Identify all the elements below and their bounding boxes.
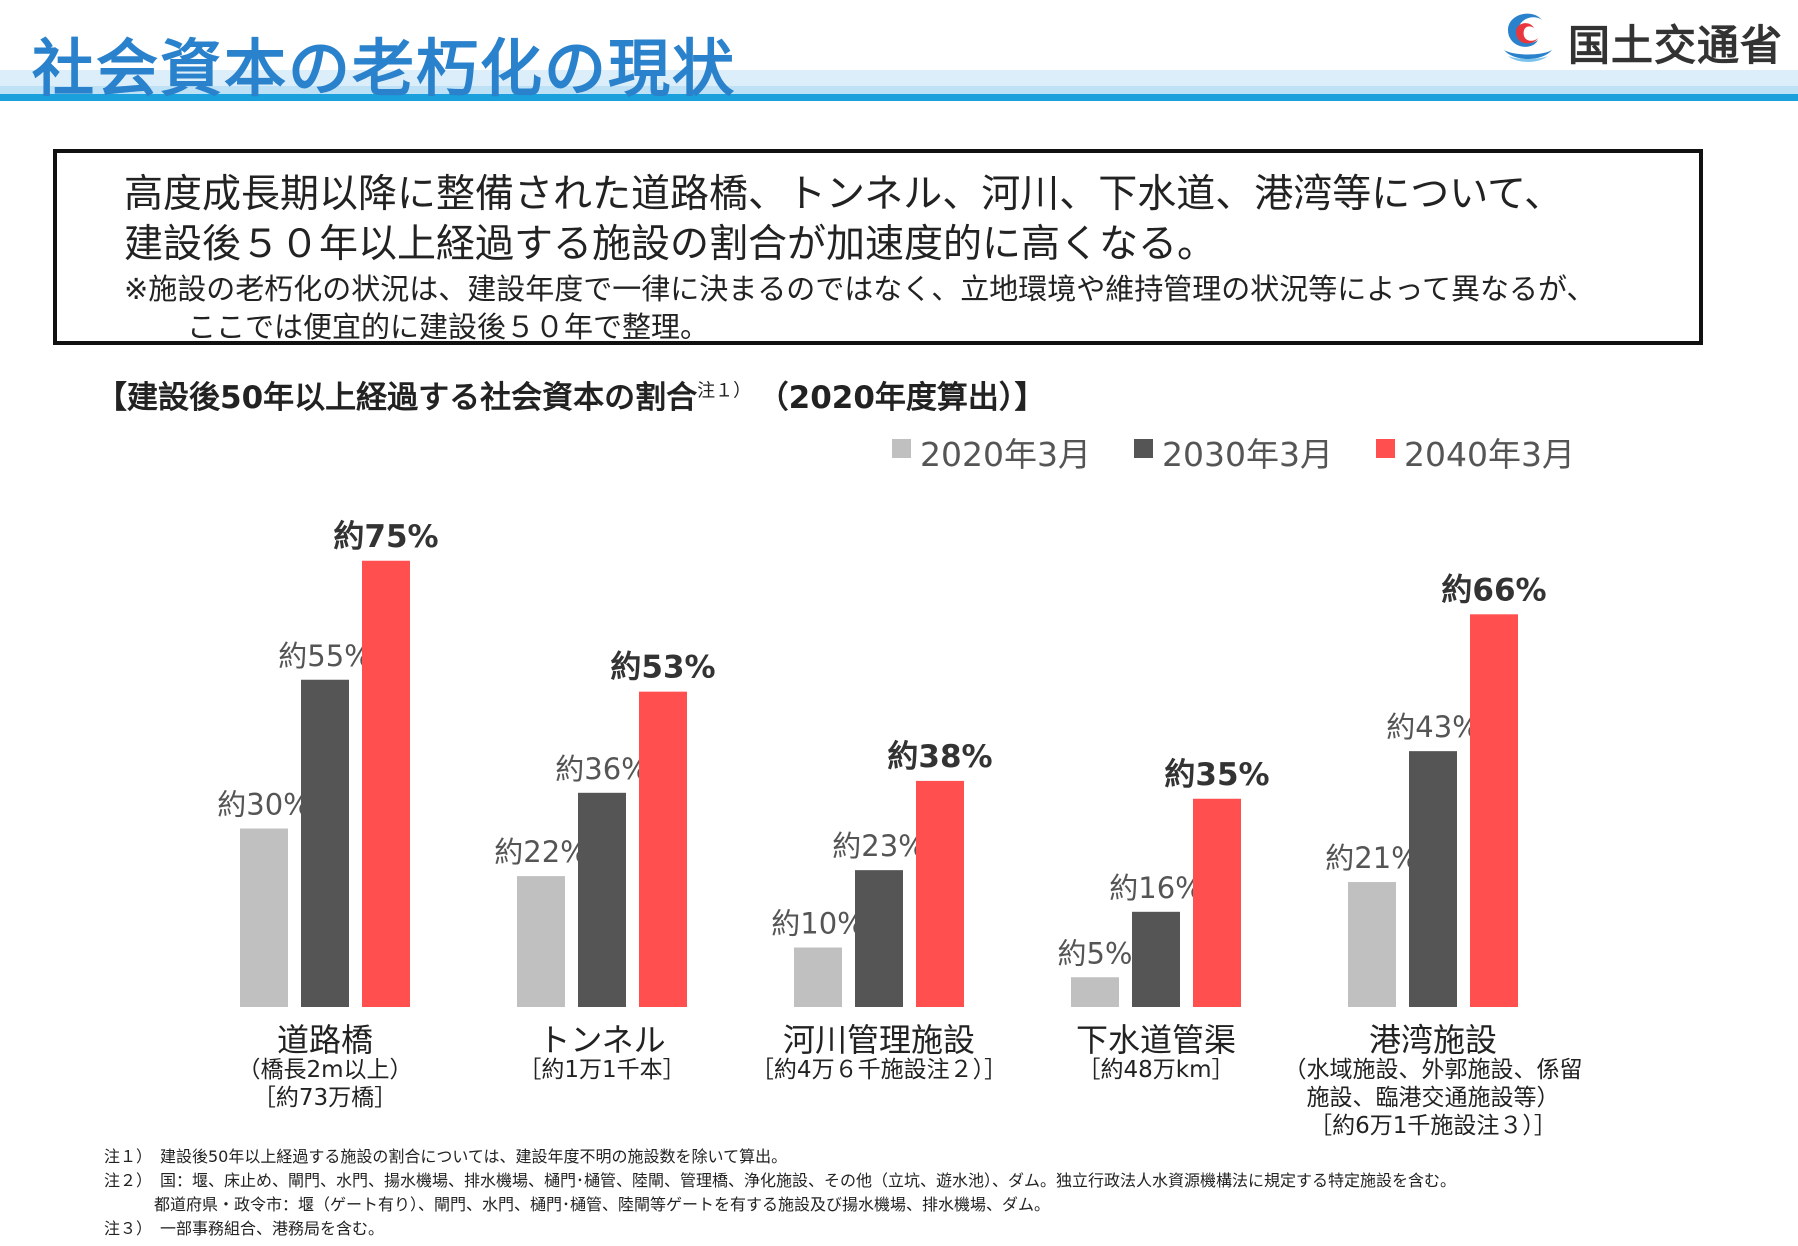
bar-2020-2 <box>794 947 842 1007</box>
summary-note-2: ここでは便宜的に建設後５０年で整理。 <box>187 310 710 344</box>
legend-label-2020: 2020年3月 <box>920 435 1091 474</box>
legend-label-2040: 2040年3月 <box>1404 435 1575 474</box>
category-note-0-0: （橋長2m以上） <box>237 1057 413 1083</box>
data-label-2030-1: 約36% <box>555 752 648 786</box>
bar-2040-0 <box>362 560 410 1007</box>
category-label-1: トンネル <box>538 1021 666 1059</box>
chart-title-year: （2020年度算出）】 <box>742 380 1046 416</box>
ministry-logo: 国土交通省 <box>1498 6 1788 70</box>
data-label-2040-4: 約66% <box>1441 572 1546 608</box>
legend-swatch-2030 <box>1134 439 1153 458</box>
legend-swatch-2020 <box>892 439 911 458</box>
chart-title-main: 【建設後50年以上経過する社会資本の割合 <box>96 380 698 416</box>
data-label-2040-1: 約53% <box>610 650 715 686</box>
category-note-4-0: （水域施設、外郭施設、係留 <box>1283 1057 1583 1083</box>
header-band-dark <box>0 94 1798 101</box>
data-label-2040-2: 約38% <box>887 739 992 775</box>
legend-label-2030: 2030年3月 <box>1162 435 1333 474</box>
data-label-2030-3: 約16% <box>1109 871 1202 905</box>
bar-2030-0 <box>301 679 349 1007</box>
data-label-2030-2: 約23% <box>832 829 925 863</box>
data-label-2020-2: 約10% <box>771 907 864 941</box>
legend-swatch-2040 <box>1376 439 1395 458</box>
mlit-logo-icon <box>1504 13 1552 62</box>
bar-2040-3 <box>1193 798 1241 1007</box>
header-band-mid <box>0 86 1798 94</box>
category-note-3-0: ［約48万km］ <box>1077 1057 1235 1083</box>
chart-title-note: 注１） <box>697 380 743 402</box>
bar-2020-1 <box>517 876 565 1007</box>
category-note-1-0: ［約1万1千本］ <box>518 1057 686 1083</box>
category-note-0-1: ［約73万橋］ <box>252 1085 398 1111</box>
summary-box: 高度成長期以降に整備された道路橋、トンネル、河川、下水道、港湾等について、 建設… <box>53 149 1703 345</box>
category-note-4-2: ［約6万1千施設注３）］ <box>1309 1113 1557 1139</box>
data-label-2020-1: 約22% <box>494 835 587 869</box>
data-label-2040-3: 約35% <box>1164 757 1269 793</box>
ministry-name: 国土交通省 <box>1568 21 1784 70</box>
data-label-2020-3: 約5% <box>1057 936 1132 970</box>
header-band-light <box>0 70 1798 86</box>
bar-chart: 約30% 約55% 約75% 約22% 約36% 約53% 約10% 約23% 約38% 約5% 約… <box>217 519 1547 1007</box>
footnote-2-cont: 都道府県・政令市：堰（ゲート有り）、閘門、水門、樋門･樋管、陸閘等ゲートを有する… <box>154 1195 1051 1214</box>
page-title: 社会資本の老朽化の現状 <box>32 32 737 105</box>
bar-2040-2 <box>916 780 964 1007</box>
category-note-2-0: ［約4万６千施設注２）］ <box>750 1057 1008 1083</box>
footnote-1: 注１） 建設後50年以上経過する施設の割合については、建設年度不明の施設数を除い… <box>104 1147 788 1166</box>
category-label-3: 下水道管渠 <box>1075 1021 1237 1059</box>
bar-2020-0 <box>240 828 288 1007</box>
bar-2020-4 <box>1348 882 1396 1007</box>
category-note-4-1: 施設、臨港交通施設等） <box>1306 1085 1560 1111</box>
category-label-4: 港湾施設 <box>1368 1021 1498 1059</box>
bar-2030-4 <box>1409 751 1457 1007</box>
data-label-2020-0: 約30% <box>217 788 310 822</box>
bar-2030-3 <box>1132 911 1180 1007</box>
bar-2040-1 <box>639 691 687 1007</box>
chart-title: 【建設後50年以上経過する社会資本の割合注１） （2020年度算出）】 <box>96 372 1045 417</box>
data-label-2030-0: 約55% <box>278 639 371 673</box>
footnote-2: 注２） 国：堰、床止め、閘門、水門、揚水機場、排水機場、樋門･樋管、陸閘、管理橋… <box>104 1171 1457 1190</box>
category-label-0: 道路橋 <box>276 1021 374 1059</box>
summary-note-1: ※施設の老朽化の状況は、建設年度で一律に決まるのではなく、立地環境や維持管理の状… <box>124 272 1596 306</box>
page-header: 社会資本の老朽化の現状 国土交通省 <box>0 0 1798 105</box>
summary-line-2: 建設後５０年以上経過する施設の割合が加速度的に高くなる。 <box>124 222 1217 267</box>
footnote-3: 注３） 一部事務組合、港務局を含む。 <box>104 1219 385 1238</box>
data-label-2040-0: 約75% <box>333 519 438 555</box>
footnotes: 注１） 建設後50年以上経過する施設の割合については、建設年度不明の施設数を除い… <box>104 1145 1456 1241</box>
bar-2020-3 <box>1071 977 1119 1007</box>
bar-2040-4 <box>1470 614 1518 1007</box>
bar-2030-2 <box>855 870 903 1007</box>
data-label-2030-4: 約43% <box>1386 710 1479 744</box>
summary-line-1: 高度成長期以降に整備された道路橋、トンネル、河川、下水道、港湾等について、 <box>124 172 1564 217</box>
category-label-2: 河川管理施設 <box>782 1021 976 1059</box>
data-label-2020-4: 約21% <box>1325 841 1418 875</box>
bar-2030-1 <box>578 792 626 1007</box>
